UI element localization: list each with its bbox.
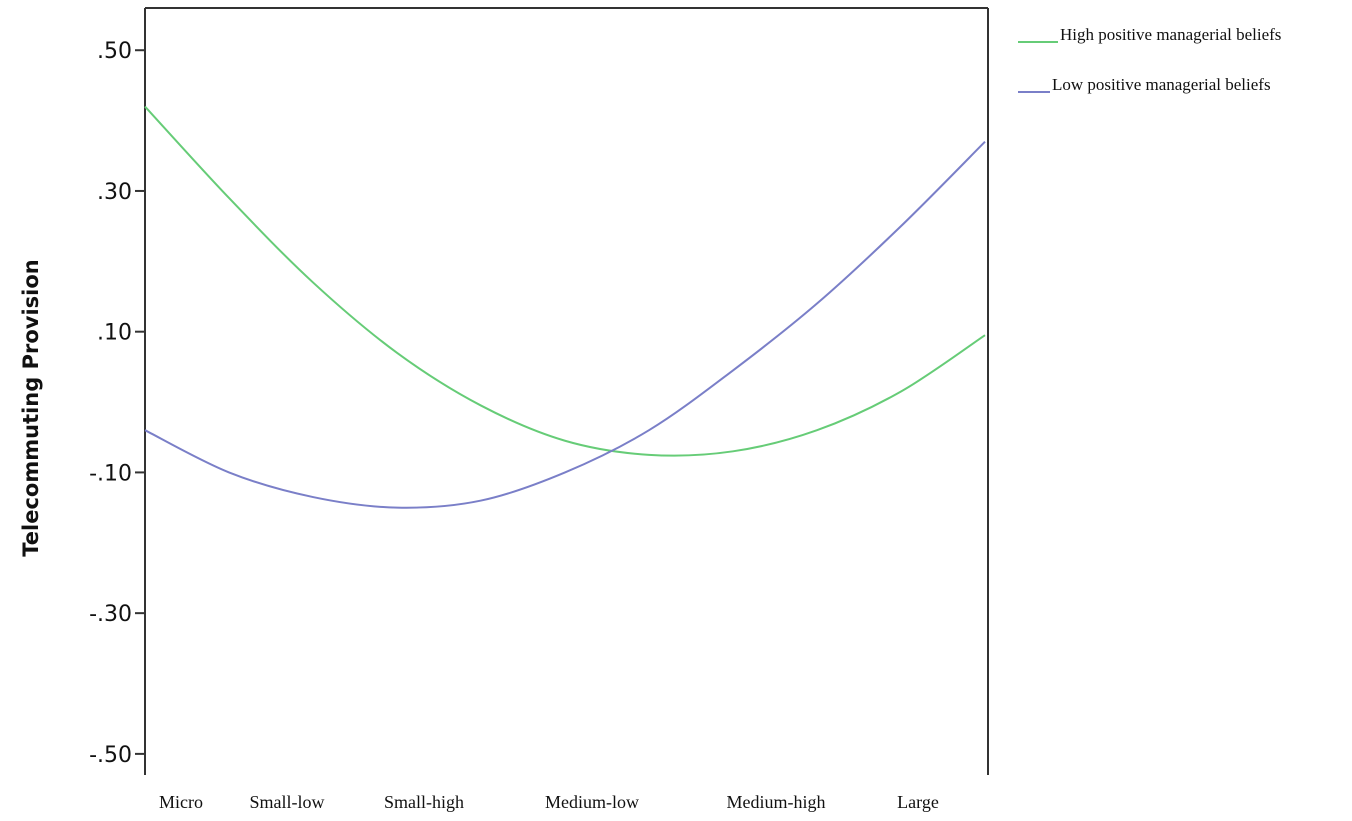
x-category-label: Micro [159,792,203,812]
y-axis-label: Telecommuting Provision [19,259,43,556]
axes [144,7,989,775]
x-category-labels: Micro Small-low Small-high Medium-low Medium… [159,792,939,812]
series-line-low-beliefs [144,140,986,509]
series-line-high-beliefs [144,105,986,457]
y-tick-label: -.50 [89,743,132,768]
x-category-label: Large [897,792,939,812]
y-tick-label: .30 [97,180,132,205]
x-category-label: Small-low [250,792,325,812]
y-tick-label: .50 [97,39,132,64]
y-tick-label: -.30 [89,602,132,627]
y-tick-label: -.10 [89,461,132,486]
y-ticks: .50 .30 .10 -.10 -.30 -.50 [89,39,145,768]
x-category-label: Medium-high [727,792,826,812]
legend-label: Low positive managerial beliefs [1052,75,1271,94]
y-tick-label: .10 [97,321,132,346]
series-lines [144,105,986,509]
x-category-label: Medium-low [545,792,639,812]
x-category-label: Small-high [384,792,464,812]
legend-label: High positive managerial beliefs [1060,25,1281,44]
legend: High positive managerial beliefs Low posi… [1018,25,1281,94]
